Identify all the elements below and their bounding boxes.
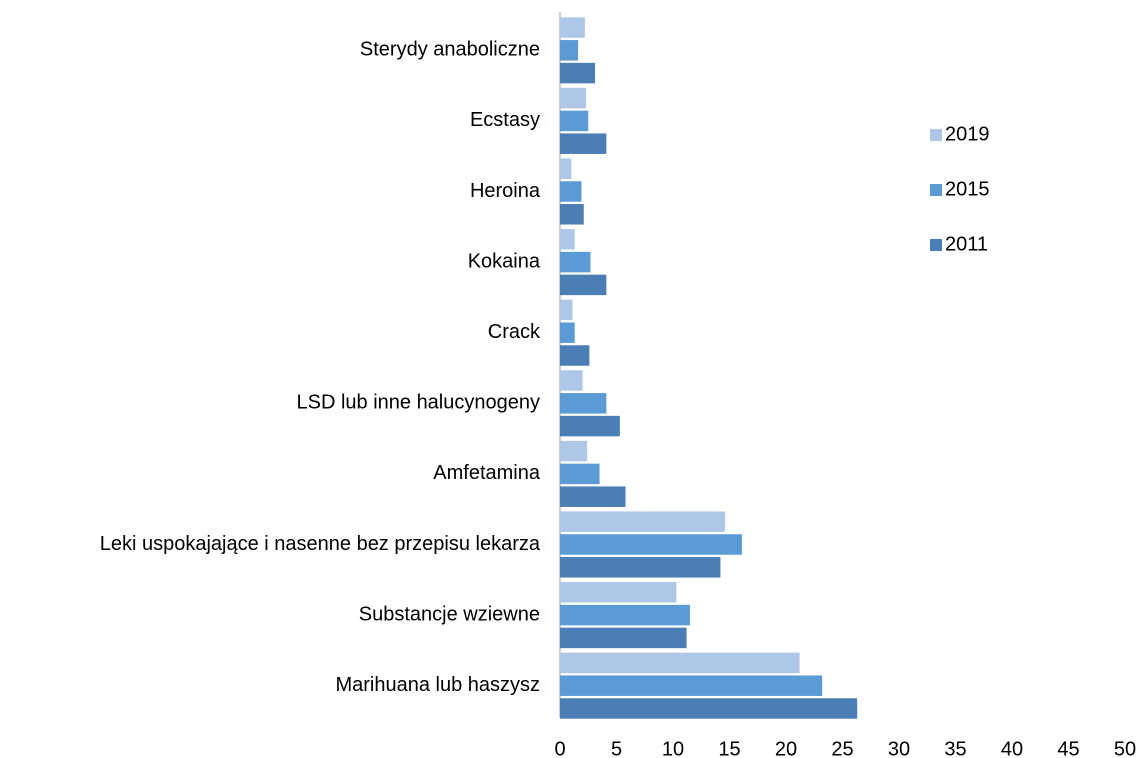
legend-swatch [930, 239, 942, 251]
x-tick-label: 40 [1001, 738, 1023, 758]
bar [560, 604, 690, 626]
x-tick-label: 15 [718, 738, 740, 758]
bar [560, 158, 572, 179]
y-tick-label: Sterydy anaboliczne [360, 39, 540, 61]
y-tick-label: Crack [488, 321, 541, 343]
legend-label: 2011 [945, 233, 988, 255]
bar [560, 393, 607, 414]
legend-swatch [930, 184, 942, 196]
bar [560, 463, 600, 485]
bar [560, 229, 575, 250]
bar [560, 534, 742, 555]
bar [560, 181, 582, 202]
bar [560, 675, 823, 696]
y-tick-label: Amfetamina [433, 462, 541, 484]
legend-swatch [930, 129, 942, 141]
bar [560, 251, 591, 273]
bar [560, 345, 590, 366]
y-tick-label: Marihuana lub haszysz [335, 674, 540, 696]
x-tick-label: 5 [611, 738, 622, 758]
bar [560, 274, 607, 296]
bar [560, 415, 620, 437]
bar [560, 110, 589, 132]
legend-label: 2015 [945, 178, 990, 200]
x-tick-label: 45 [1057, 738, 1079, 758]
bar [560, 87, 586, 109]
bar [560, 17, 585, 38]
x-tick-label: 20 [775, 738, 797, 758]
x-tick-label: 50 [1114, 738, 1136, 758]
bar [560, 370, 583, 391]
y-tick-label: Leki uspokajające i nasenne bez przepisu… [100, 533, 541, 555]
bar [560, 204, 584, 225]
y-tick-label: Ecstasy [470, 109, 540, 131]
y-tick-label: Heroina [470, 180, 541, 202]
bar [560, 133, 607, 154]
bar [560, 62, 596, 84]
bar [560, 440, 588, 462]
x-tick-label: 10 [662, 738, 684, 758]
bar [560, 511, 725, 532]
y-tick-label: Substancje wziewne [359, 603, 540, 625]
bar [560, 652, 800, 674]
legend-label: 2019 [945, 123, 990, 145]
bar [560, 582, 677, 603]
bar [560, 299, 573, 321]
y-tick-label: LSD lub inne halucynogeny [296, 392, 540, 414]
bar [560, 627, 687, 649]
bar [560, 486, 626, 507]
bar [560, 322, 575, 343]
x-tick-label: 25 [831, 738, 853, 758]
y-tick-label: Kokaina [468, 250, 541, 272]
x-tick-label: 30 [888, 738, 910, 758]
bar [560, 557, 721, 578]
bar [560, 40, 579, 61]
x-tick-label: 35 [944, 738, 966, 758]
x-tick-label: 0 [554, 738, 565, 758]
bar [560, 698, 858, 719]
